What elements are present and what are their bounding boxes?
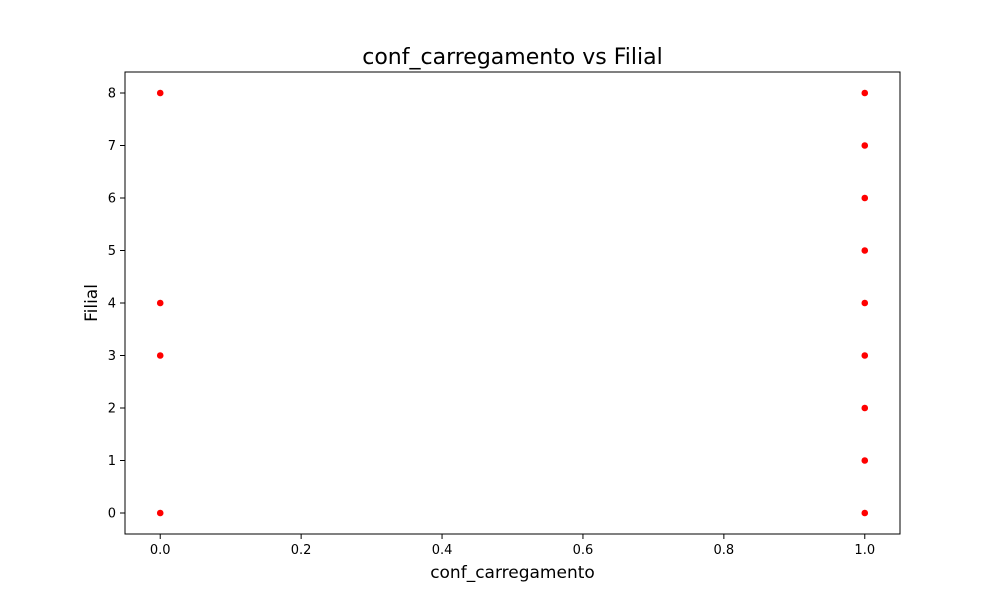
x-tick-label: 0.8 [714,543,735,558]
scatter-point [860,509,869,517]
y-tick-label: 8 [108,87,116,102]
scatter-point [860,299,869,307]
y-axis-ticks: 0 1 2 3 4 5 6 7 8 [108,87,125,522]
scatter-point [860,89,869,97]
scatter-point [860,246,869,255]
scatter-point [860,141,869,150]
y-tick-label: 2 [108,402,116,417]
x-tick-label: 0.0 [150,543,171,558]
y-tick-label: 7 [108,139,116,154]
x-tick-label: 0.2 [291,543,312,558]
y-tick-label: 3 [108,349,116,364]
scatter-point [860,194,869,202]
x-tick-label: 0.4 [432,543,453,558]
x-axis-ticks: 0.0 0.2 0.4 0.6 0.8 1.0 [150,534,875,558]
scatter-point [860,404,869,412]
scatter-point [860,351,869,360]
y-tick-label: 0 [108,507,116,522]
x-tick-label: 0.6 [573,543,594,558]
data-points [156,89,869,517]
x-axis-label: conf_carregamento [430,563,595,583]
scatter-point [860,456,869,465]
y-tick-label: 1 [108,454,116,469]
y-tick-label: 4 [108,297,116,312]
y-tick-label: 6 [108,192,116,207]
x-tick-label: 1.0 [854,543,875,558]
scatter-point [156,351,165,360]
y-axis-label: Filial [82,284,102,322]
scatter-point [156,299,165,307]
scatter-point [156,509,165,517]
chart-title: conf_carregamento vs Filial [362,45,662,70]
plot-area-frame [124,71,901,535]
y-tick-label: 5 [108,244,116,259]
scatter-point [156,89,165,97]
